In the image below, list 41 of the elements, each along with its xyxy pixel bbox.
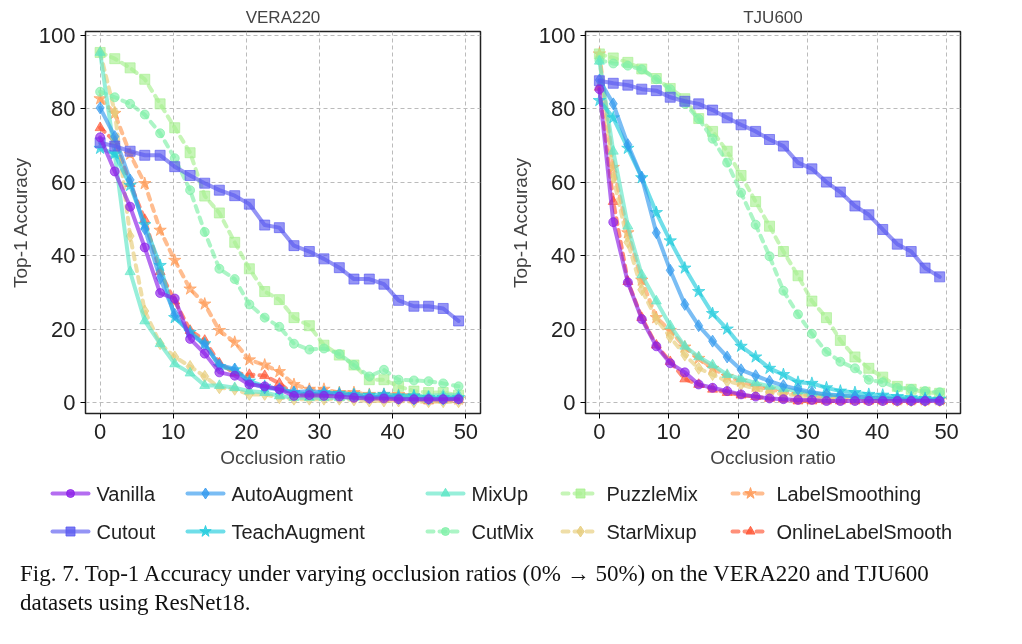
legend-label: StarMixup (606, 520, 697, 543)
x-tick-label: 40 (864, 418, 890, 444)
y-tick-label: 20 (51, 316, 76, 342)
x-tick-label: 10 (656, 418, 682, 444)
y-tick-label: 0 (63, 389, 76, 415)
y-tick-label: 40 (51, 243, 76, 269)
x-tick-label: 30 (795, 418, 820, 444)
legend-label: AutoAugment (231, 482, 354, 505)
legend-label: CutMix (471, 520, 534, 543)
y-tick-label: 20 (551, 316, 576, 342)
x-tick-label: 20 (234, 418, 259, 444)
x-tick-label: 0 (593, 418, 606, 444)
legend-label: MixUp (471, 482, 529, 505)
legend-label: OnlineLabelSmooth (776, 520, 953, 543)
x-tick-label: 50 (934, 418, 959, 444)
y-tick-label: 100 (38, 22, 76, 48)
y-tick-label: 60 (551, 169, 576, 195)
y-tick-label: 0 (563, 389, 576, 415)
x-tick-label: 40 (380, 418, 405, 444)
x-tick-label: 30 (307, 418, 332, 444)
chart-title: TJU600 (743, 7, 803, 27)
legend-label: Vanilla (96, 482, 156, 505)
x-axis-title: Occlusion ratio (220, 446, 346, 468)
y-axis-title: Top-1 Accuracy (9, 157, 31, 288)
y-tick-label: 60 (51, 169, 76, 195)
legend-label: PuzzleMix (606, 482, 698, 505)
y-tick-label: 100 (538, 22, 576, 48)
y-tick-label: 40 (551, 243, 576, 269)
caption: Fig. 7. Top-1 Accuracy under varying occlusion ratios (0% → 50%) on the VERA220 and TJU600 datasets using ResNet18. (20, 560, 930, 617)
chart-title: VERA220 (245, 7, 321, 27)
x-tick-label: 10 (161, 418, 186, 444)
x-axis-title: Occlusion ratio (710, 446, 836, 468)
legend-label: TeachAugment (231, 520, 366, 543)
y-axis-title: Top-1 Accuracy (509, 157, 531, 288)
x-tick-label: 20 (726, 418, 751, 444)
x-tick-label: 50 (453, 418, 479, 444)
y-tick-label: 80 (551, 96, 576, 122)
x-tick-label: 0 (94, 418, 107, 444)
legend-label: Cutout (96, 520, 156, 543)
y-tick-label: 80 (51, 96, 76, 122)
legend-label: LabelSmoothing (776, 482, 922, 505)
